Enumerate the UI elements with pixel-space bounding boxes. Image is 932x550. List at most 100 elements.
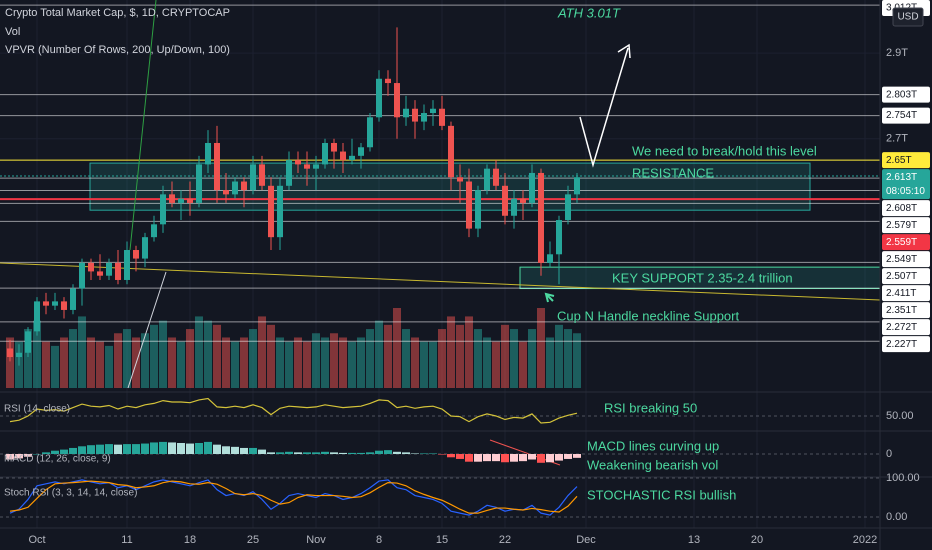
volume-bar xyxy=(276,337,284,388)
candle-body xyxy=(367,117,373,148)
volume-bar xyxy=(96,341,104,388)
histogram-bar xyxy=(87,445,95,454)
candle-body xyxy=(115,262,121,280)
candle-body xyxy=(52,301,58,306)
volume-bar xyxy=(330,333,338,388)
histogram-bar xyxy=(564,454,572,459)
histogram-bar xyxy=(456,454,464,459)
volume-bar xyxy=(528,329,536,388)
candle-body xyxy=(223,190,229,195)
histogram-bar xyxy=(429,453,437,454)
volume-bar xyxy=(546,337,554,388)
volume-bar xyxy=(168,337,176,388)
histogram-bar xyxy=(15,454,23,459)
histogram-bar xyxy=(501,454,509,463)
pane-title: Stoch RSI (3, 3, 14, 14, close) xyxy=(4,488,137,499)
candle-body xyxy=(556,220,562,255)
candle-body xyxy=(187,198,193,203)
volume-bar xyxy=(429,341,437,388)
volume-bar xyxy=(564,329,572,388)
axes: Oct111825Nov81522Dec132020222.9T2.7T3.01… xyxy=(28,0,930,546)
y-tick-label: 0 xyxy=(886,448,892,460)
x-tick-label: 25 xyxy=(247,534,259,546)
currency-box[interactable] xyxy=(892,7,924,27)
candle-body xyxy=(70,288,76,310)
histogram-bar xyxy=(276,452,284,454)
indicator-line xyxy=(9,480,578,514)
level-label: 2.411T xyxy=(886,288,916,299)
volume-bar xyxy=(213,324,221,388)
candle-body xyxy=(151,224,157,238)
histogram-bar xyxy=(105,444,113,454)
volume-bar xyxy=(105,345,113,388)
histogram-bar xyxy=(24,454,32,457)
histogram-bar xyxy=(321,451,329,454)
vpvr-label: VPVR (Number Of Rows, 200, Up/Down, 100) xyxy=(5,44,230,56)
candle-body xyxy=(484,168,490,191)
level-label: 2.351T xyxy=(886,305,917,316)
candle-body xyxy=(25,331,31,353)
x-tick-label: Dec xyxy=(576,534,596,546)
histogram-bar xyxy=(573,454,581,458)
level-label: 2.754T xyxy=(886,110,917,121)
labels: Crypto Total Market Cap, $, 1D, CRYPTOCA… xyxy=(4,5,924,502)
histogram-bar xyxy=(384,450,392,454)
histogram-bar xyxy=(258,449,266,454)
candle-body xyxy=(412,108,418,122)
histogram-bar xyxy=(465,454,473,462)
y-tick-label: 2.7T xyxy=(886,133,908,145)
annotation: Cup N Handle neckline Support xyxy=(557,308,739,323)
histogram-bar xyxy=(267,452,275,454)
histogram-bar xyxy=(357,452,365,454)
histogram-bar xyxy=(96,444,104,454)
histogram-bar xyxy=(411,453,419,454)
candle-body xyxy=(385,78,391,84)
currency[interactable]: USD xyxy=(897,12,918,23)
candle-body xyxy=(214,142,220,191)
volume-bar xyxy=(240,337,248,388)
candle-body xyxy=(232,181,238,195)
x-tick-label: 22 xyxy=(499,534,511,546)
candle-body xyxy=(466,181,472,229)
histogram-bar xyxy=(285,451,293,454)
level-label: 2.608T xyxy=(886,203,917,214)
candle-body xyxy=(331,142,337,152)
candle-body xyxy=(430,108,436,114)
drawings xyxy=(0,0,881,466)
histogram-bar xyxy=(348,452,356,454)
candle-body xyxy=(394,83,400,118)
candles xyxy=(7,27,580,366)
histogram-bar xyxy=(519,454,527,462)
candle-body xyxy=(520,198,526,203)
volume-bar xyxy=(447,316,455,388)
histogram-bar xyxy=(159,441,167,454)
volume-label: Vol xyxy=(5,26,20,38)
candle-body xyxy=(61,301,67,310)
trendline xyxy=(127,271,167,389)
histogram-bar xyxy=(375,450,383,454)
level-label: 2.507T xyxy=(886,271,917,282)
candle-body xyxy=(79,262,85,289)
x-tick-label: Nov xyxy=(306,534,326,546)
volume-bar xyxy=(411,337,419,388)
level-label: 2.65T xyxy=(886,155,912,166)
level-label-box xyxy=(882,319,930,336)
arrow xyxy=(545,293,554,302)
histogram-bar xyxy=(60,449,68,454)
candle-body xyxy=(349,155,355,161)
volume-bar xyxy=(159,320,167,388)
histogram-bar xyxy=(312,452,320,454)
indicator-line xyxy=(9,479,578,516)
annotation: We need to break/hold this level xyxy=(632,143,817,158)
level-label-box xyxy=(882,217,930,234)
indicators xyxy=(0,397,880,518)
histogram-bar xyxy=(303,452,311,454)
volume-bar xyxy=(483,337,491,388)
histogram-bar xyxy=(51,450,59,454)
volume-bar xyxy=(267,324,275,388)
level-label-box xyxy=(882,152,930,169)
candle-body xyxy=(457,177,463,182)
histogram-bar xyxy=(393,451,401,454)
histogram-bar xyxy=(186,443,194,454)
volume-bar xyxy=(195,316,203,388)
